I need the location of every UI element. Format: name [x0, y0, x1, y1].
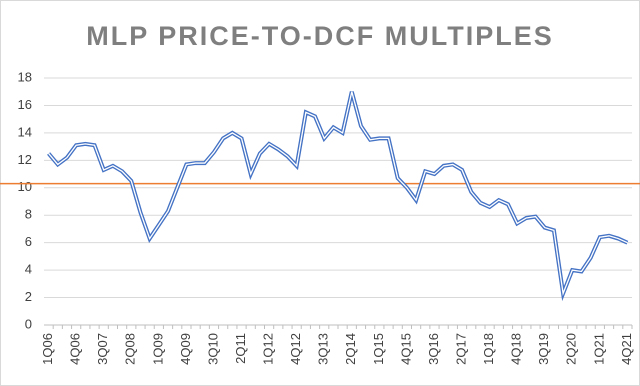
x-tick-label: 2Q14 — [343, 333, 358, 365]
y-tick-label: 2 — [25, 289, 32, 304]
x-tick-label: 1Q21 — [591, 333, 606, 365]
x-tick-label: 4Q15 — [398, 333, 413, 365]
y-tick-label: 10 — [18, 179, 32, 194]
chart-title: MLP PRICE-TO-DCF MULTIPLES — [86, 21, 554, 51]
x-tick-label: 3Q13 — [316, 333, 331, 365]
y-tick-label: 4 — [25, 262, 32, 277]
x-tick-label: 4Q06 — [68, 333, 83, 365]
x-tick-label: 4Q09 — [178, 333, 193, 365]
y-tick-label: 12 — [18, 152, 32, 167]
x-tick-label: 2Q20 — [564, 333, 579, 365]
y-tick-label: 14 — [18, 124, 32, 139]
x-tick-label: 2Q17 — [453, 333, 468, 365]
y-tick-label: 16 — [18, 97, 32, 112]
y-tick-label: 18 — [18, 69, 32, 84]
x-tick-label: 2Q11 — [233, 333, 248, 364]
x-tick-label: 3Q19 — [536, 333, 551, 365]
x-tick-label: 1Q15 — [371, 333, 386, 365]
x-tick-label: 4Q18 — [509, 333, 524, 365]
x-tick-label: 2Q08 — [123, 333, 138, 365]
x-tick-label: 3Q16 — [426, 333, 441, 365]
x-tick-label: 3Q10 — [205, 333, 220, 365]
y-tick-label: 0 — [25, 316, 32, 331]
x-tick-label: 1Q12 — [261, 333, 276, 365]
x-tick-label: 4Q12 — [288, 333, 303, 365]
x-tick-label: 1Q06 — [40, 333, 55, 365]
y-tick-label: 8 — [25, 207, 32, 222]
x-tick-label: 3Q07 — [95, 333, 110, 365]
y-tick-label: 6 — [25, 234, 32, 249]
x-tick-label: 1Q18 — [481, 333, 496, 365]
line-series-inner — [48, 91, 628, 296]
x-tick-label: 4Q21 — [619, 333, 634, 365]
x-tick-label: 1Q09 — [150, 333, 165, 365]
